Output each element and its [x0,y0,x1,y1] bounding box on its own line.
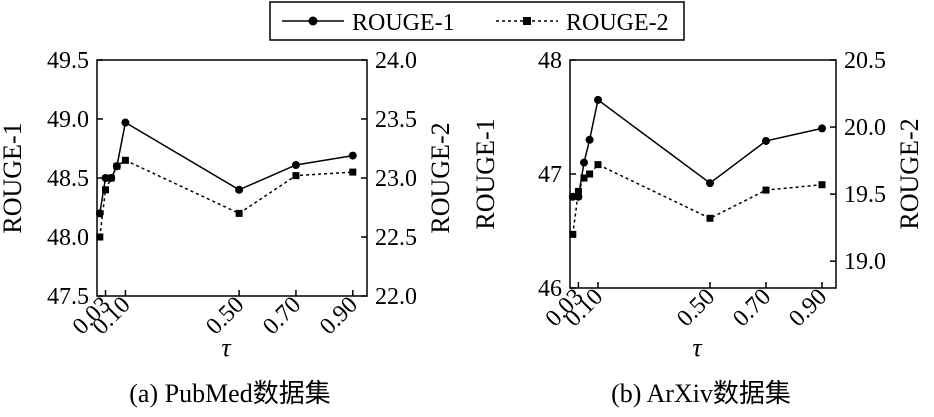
data-point-rouge2 [107,174,115,182]
y2-tick-label: 19.5 [844,182,886,208]
data-point-rouge2 [594,161,602,169]
data-point-rouge1 [580,158,588,167]
legend-marker-rouge1 [308,16,318,26]
data-point-rouge1 [121,118,130,127]
y1-tick-label: 49.0 [47,107,89,133]
data-point-rouge2 [113,162,121,170]
y2-tick-label: 23.5 [375,107,417,133]
data-point-rouge2 [235,209,243,217]
data-point-rouge1 [762,136,770,145]
data-point-rouge2 [96,233,104,241]
x-tick-label: 0.70 [728,284,776,332]
data-point-rouge1 [568,192,577,201]
y1-tick-label: 48 [538,48,562,74]
panel-caption: (a) PubMed数据集 [129,379,330,408]
data-point-rouge2 [574,187,582,195]
x-tick-label: 0.90 [315,292,363,340]
legend: ROUGE-1 ROUGE-2 [269,1,685,41]
x-tick-label: 0.70 [258,292,306,340]
y2-axis-title: ROUGE-2 [426,122,455,233]
legend-label-rouge2: ROUGE-2 [566,10,669,36]
data-point-rouge1 [291,161,300,170]
y1-tick-label: 46 [538,276,562,302]
y2-tick-label: 24.0 [375,48,417,74]
series-line-rouge2 [572,163,823,235]
y1-tick-label: 48.5 [47,166,89,192]
x-tick-label: 0.50 [672,284,720,332]
data-point-rouge1 [235,185,244,194]
data-point-rouge2 [349,168,357,176]
y2-axis-title: ROUGE-2 [895,118,924,229]
chart-panels: 47.5 48.0 48.5 49.0 49.5 22.0 22.5 23.0 23.5 24.0… [0,48,924,408]
data-point-rouge1 [818,124,826,133]
series-line-rouge1 [99,121,353,214]
data-point-rouge2 [102,186,110,194]
y1-tick-label: 49.5 [47,48,89,74]
panel-caption: (b) ArXiv数据集 [611,379,791,408]
y2-tick-label: 20.0 [844,115,886,141]
legend-entry-rouge2: ROUGE-2 [496,10,669,36]
data-point-rouge2 [580,174,588,182]
data-point-rouge1 [706,179,714,188]
y2-tick-label: 22.0 [375,284,417,310]
x-tick-label: 0.90 [784,284,832,332]
series-line-rouge2 [99,159,353,238]
data-point-rouge2 [818,181,826,189]
y2-tick-label: 23.0 [375,166,417,192]
data-point-rouge2 [706,214,714,222]
y1-axis-title: ROUGE-1 [471,118,500,229]
data-point-rouge1 [95,209,104,218]
plot-frame [569,59,837,289]
data-point-rouge1 [594,95,602,104]
data-point-rouge2 [292,172,300,180]
y2-tick-label: 20.5 [844,48,886,74]
x-axis-title: τ [692,333,703,362]
data-point-rouge1 [101,174,110,182]
data-point-rouge2 [586,170,594,178]
data-point-rouge1 [348,151,357,160]
y1-axis-title: ROUGE-1 [0,122,27,233]
legend-marker-rouge2 [523,17,531,25]
series-line-rouge1 [572,98,823,198]
y1-tick-label: 48.0 [47,225,89,251]
plot-frame [96,59,368,297]
data-point-rouge2 [569,230,577,238]
data-point-rouge1 [585,135,594,144]
legend-entry-rouge1: ROUGE-1 [282,10,455,36]
y1-tick-label: 47.5 [47,284,89,310]
data-point-rouge2 [121,156,129,164]
x-axis-title: τ [221,333,232,362]
legend-label-rouge1: ROUGE-1 [352,10,455,36]
y2-tick-label: 19.0 [844,249,886,275]
y1-tick-label: 47 [538,162,562,188]
data-point-rouge2 [762,186,770,194]
y2-tick-label: 22.5 [375,225,417,251]
chart-panel-1: 47.5 48.0 48.5 49.0 49.5 22.0 22.5 23.0 23.5 24.0… [0,48,455,408]
